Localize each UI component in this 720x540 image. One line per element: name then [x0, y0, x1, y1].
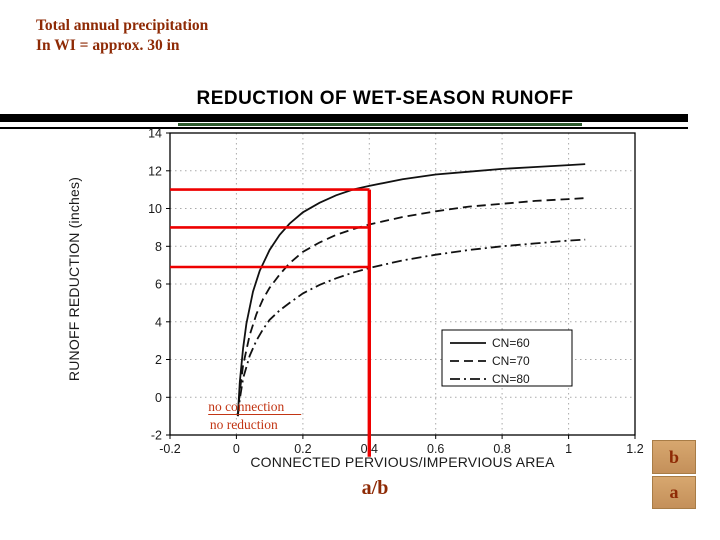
chart-canvas: -0.200.20.40.60.811.2-202468101214CN=60C…	[148, 127, 644, 457]
svg-text:14: 14	[148, 127, 162, 141]
svg-text:0.2: 0.2	[294, 442, 311, 456]
svg-text:8: 8	[155, 240, 162, 254]
svg-text:0: 0	[155, 391, 162, 405]
svg-text:no reduction: no reduction	[210, 417, 278, 432]
svg-text:CN=60: CN=60	[492, 336, 530, 350]
svg-text:1: 1	[565, 442, 572, 456]
ratio-box-a: a	[652, 476, 696, 509]
divider-bar-thin	[0, 127, 688, 129]
runoff-chart: -0.200.20.40.60.811.2-202468101214CN=60C…	[100, 125, 660, 465]
svg-text:1.2: 1.2	[626, 442, 643, 456]
note-line1: Total annual precipitation	[36, 17, 209, 34]
annotation-note: Total annual precipitation In WI = appro…	[36, 16, 208, 56]
svg-text:12: 12	[148, 164, 162, 178]
ratio-box-b: b	[652, 440, 696, 474]
note-line2: In WI = approx. 30 in	[36, 37, 180, 54]
svg-text:0.6: 0.6	[427, 442, 444, 456]
slide-title: REDUCTION OF WET-SEASON RUNOFF	[196, 88, 574, 109]
svg-text:0.8: 0.8	[493, 442, 510, 456]
ratio-caption: a/b	[361, 477, 389, 499]
svg-text:CN=70: CN=70	[492, 354, 530, 368]
ratio-box-a-label: a	[669, 482, 679, 502]
svg-text:CN=80: CN=80	[492, 372, 530, 386]
x-axis-label: CONNECTED PERVIOUS/IMPERVIOUS AREA	[250, 454, 555, 470]
y-axis-label: RUNOFF REDUCTION (inches)	[66, 176, 82, 382]
svg-text:10: 10	[148, 202, 162, 216]
svg-text:no connection: no connection	[208, 399, 284, 414]
svg-text:4: 4	[155, 315, 162, 329]
divider-bar-green	[178, 123, 582, 126]
svg-text:-2: -2	[151, 429, 162, 443]
svg-text:-0.2: -0.2	[159, 442, 181, 456]
svg-text:6: 6	[155, 278, 162, 292]
svg-text:0: 0	[233, 442, 240, 456]
svg-text:2: 2	[155, 353, 162, 367]
ratio-box-b-label: b	[668, 446, 679, 467]
divider-bar-thick	[0, 114, 688, 122]
